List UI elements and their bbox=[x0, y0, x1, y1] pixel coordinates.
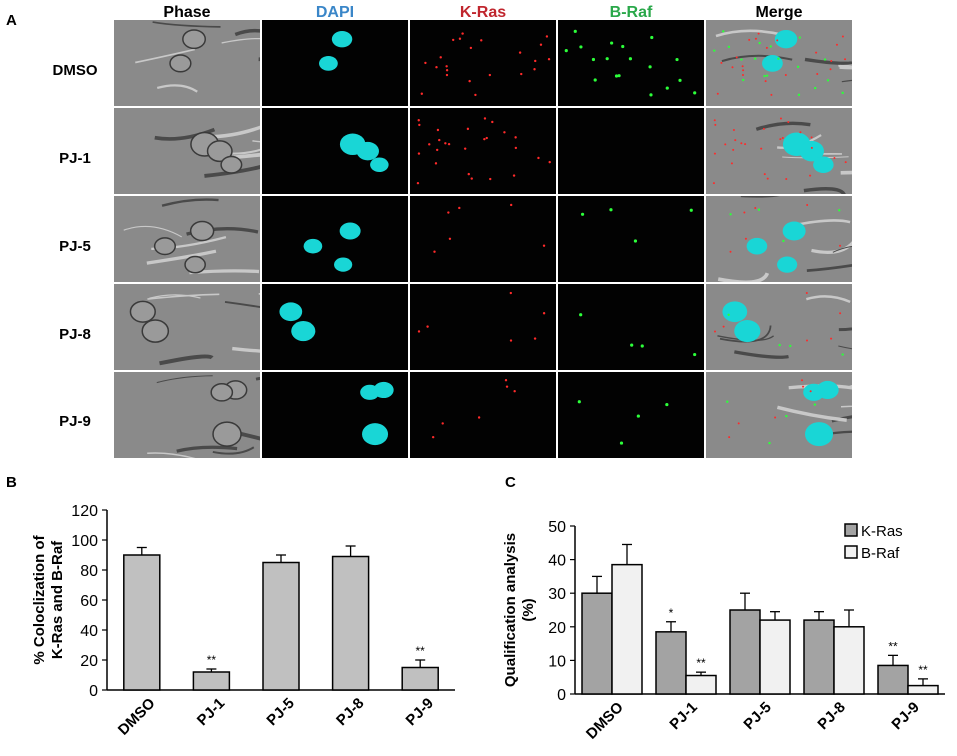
column-header-braf: B-Raf bbox=[609, 4, 653, 21]
y-tick-label-c: 30 bbox=[548, 586, 566, 603]
x-tick-label-c: PJ-5 bbox=[740, 699, 774, 733]
bar-c-k-ras-pj-1 bbox=[655, 631, 687, 695]
legend-label-k-ras: K-Ras bbox=[861, 523, 903, 540]
bar-c-k-ras-pj-5 bbox=[729, 609, 761, 695]
micrograph-phase-dmso bbox=[114, 20, 260, 106]
x-tick-label-b: PJ-8 bbox=[333, 695, 367, 729]
x-tick-label-c: PJ-8 bbox=[814, 699, 848, 733]
bar-c-k-ras-pj-8 bbox=[803, 619, 835, 695]
legend-label-b-raf: B-Raf bbox=[861, 545, 900, 562]
x-tick-label-c: PJ-1 bbox=[666, 699, 700, 733]
micrograph-merge-pj-8 bbox=[706, 284, 852, 370]
column-header-kras: K-Ras bbox=[459, 4, 507, 21]
legend-swatch-k-ras bbox=[844, 523, 858, 537]
micrograph-dapi-pj-9 bbox=[262, 372, 408, 458]
y-tick-label-b: 80 bbox=[80, 563, 98, 580]
column-header-merge: Merge bbox=[755, 4, 803, 21]
legend-swatch-b-raf bbox=[844, 545, 858, 559]
bar-b-pj-1 bbox=[192, 671, 231, 691]
row-label-pj-1: PJ-1 bbox=[59, 150, 91, 167]
significance-c: ** bbox=[696, 656, 706, 670]
bar-c-b-raf-pj-9 bbox=[907, 684, 939, 695]
chart-c: 0 10 20 30 40 50 Qualification analysis(%) DMSO… bbox=[502, 519, 945, 743]
x-tick-label-b: PJ-1 bbox=[194, 695, 228, 729]
micrograph-phase-pj-8 bbox=[114, 284, 260, 370]
bar-c-b-raf-dmso bbox=[611, 563, 643, 695]
micrograph-dapi-pj-5 bbox=[262, 196, 408, 282]
y-tick-label-b: 40 bbox=[80, 623, 98, 640]
significance-c: * bbox=[669, 606, 674, 620]
bar-c-k-ras-pj-9 bbox=[877, 664, 909, 695]
micrograph-braf-pj-1 bbox=[558, 108, 704, 194]
micrograph-merge-pj-5 bbox=[706, 196, 852, 282]
column-header-phase: Phase bbox=[163, 4, 211, 21]
significance-c: ** bbox=[918, 663, 928, 677]
y-tick-label-c: 20 bbox=[548, 620, 566, 637]
bar-b-pj-8 bbox=[331, 555, 370, 691]
micrograph-kras-pj-8 bbox=[410, 284, 556, 370]
micrograph-merge-dmso bbox=[706, 20, 852, 106]
micrograph-dapi-pj-8 bbox=[262, 284, 408, 370]
y-axis-label-b-line2: K-Ras and B-Raf bbox=[49, 540, 66, 659]
x-tick-label-c: DMSO bbox=[583, 699, 627, 743]
y-tick-label-b: 20 bbox=[80, 653, 98, 670]
y-tick-label-c: 50 bbox=[548, 519, 566, 536]
row-label-dmso: DMSO bbox=[52, 62, 98, 79]
micrograph-kras-pj-9 bbox=[410, 372, 556, 458]
micrograph-kras-dmso bbox=[410, 20, 556, 106]
x-tick-label-c: PJ-9 bbox=[888, 699, 922, 733]
bar-b-pj-5 bbox=[262, 561, 300, 691]
micrograph-braf-dmso bbox=[558, 20, 704, 106]
row-label-pj-9: PJ-9 bbox=[59, 413, 91, 430]
column-header-dapi: DAPI bbox=[315, 4, 355, 21]
y-axis-label-b: % Coloclization ofK-Ras and B-Raf bbox=[31, 534, 66, 664]
micrograph-dapi-pj-1 bbox=[262, 108, 408, 194]
micrograph-kras-pj-5 bbox=[410, 196, 556, 282]
bar-b-dmso bbox=[123, 554, 161, 691]
significance-b: ** bbox=[416, 644, 426, 658]
x-tick-label-b: PJ-9 bbox=[403, 695, 437, 729]
micrograph-phase-pj-5 bbox=[114, 196, 260, 282]
micrograph-phase-pj-1 bbox=[114, 108, 260, 194]
micrograph-dapi-dmso bbox=[262, 20, 408, 106]
bar-c-b-raf-pj-1 bbox=[685, 674, 717, 695]
y-tick-label-b: 60 bbox=[80, 593, 98, 610]
y-tick-label-b: 120 bbox=[71, 503, 98, 520]
panel-a-letter: A bbox=[6, 12, 17, 29]
micrograph-braf-pj-9 bbox=[558, 372, 704, 458]
bar-c-b-raf-pj-8 bbox=[833, 626, 865, 695]
significance-b: ** bbox=[207, 653, 217, 667]
bar-b-pj-9 bbox=[401, 666, 439, 691]
y-axis-label-c: Qualification analysis(%) bbox=[502, 533, 537, 687]
panel-c-letter: C bbox=[505, 474, 516, 491]
x-tick-label-b: PJ-5 bbox=[263, 695, 297, 729]
y-axis-label-c-line2: (%) bbox=[520, 598, 537, 621]
y-axis-label-c-line1: Qualification analysis bbox=[502, 533, 519, 687]
y-axis-label-b-line1: % Coloclization of bbox=[31, 534, 48, 664]
micrograph-kras-pj-1 bbox=[410, 108, 556, 194]
micrograph-merge-pj-1 bbox=[706, 108, 852, 194]
micrograph-merge-pj-9 bbox=[706, 372, 852, 458]
bar-c-b-raf-pj-5 bbox=[759, 619, 791, 695]
chart-b: 0 20 40 60 80 100 120 % Coloclization ofK-Ras a… bbox=[31, 503, 455, 739]
row-label-pj-5: PJ-5 bbox=[59, 238, 91, 255]
y-tick-label-b: 100 bbox=[71, 533, 98, 550]
micrograph-phase-pj-9 bbox=[114, 372, 260, 458]
micrograph-braf-pj-8 bbox=[558, 284, 704, 370]
significance-c: ** bbox=[888, 639, 898, 653]
row-label-pj-8: PJ-8 bbox=[59, 326, 91, 343]
y-tick-label-b: 0 bbox=[89, 683, 98, 700]
y-tick-label-c: 40 bbox=[548, 553, 566, 570]
micrograph-braf-pj-5 bbox=[558, 196, 704, 282]
panel-b-letter: B bbox=[6, 474, 17, 491]
bar-c-k-ras-dmso bbox=[581, 592, 613, 695]
x-tick-label-b: DMSO bbox=[115, 695, 159, 739]
y-tick-label-c: 0 bbox=[557, 687, 566, 704]
y-tick-label-c: 10 bbox=[548, 653, 566, 670]
